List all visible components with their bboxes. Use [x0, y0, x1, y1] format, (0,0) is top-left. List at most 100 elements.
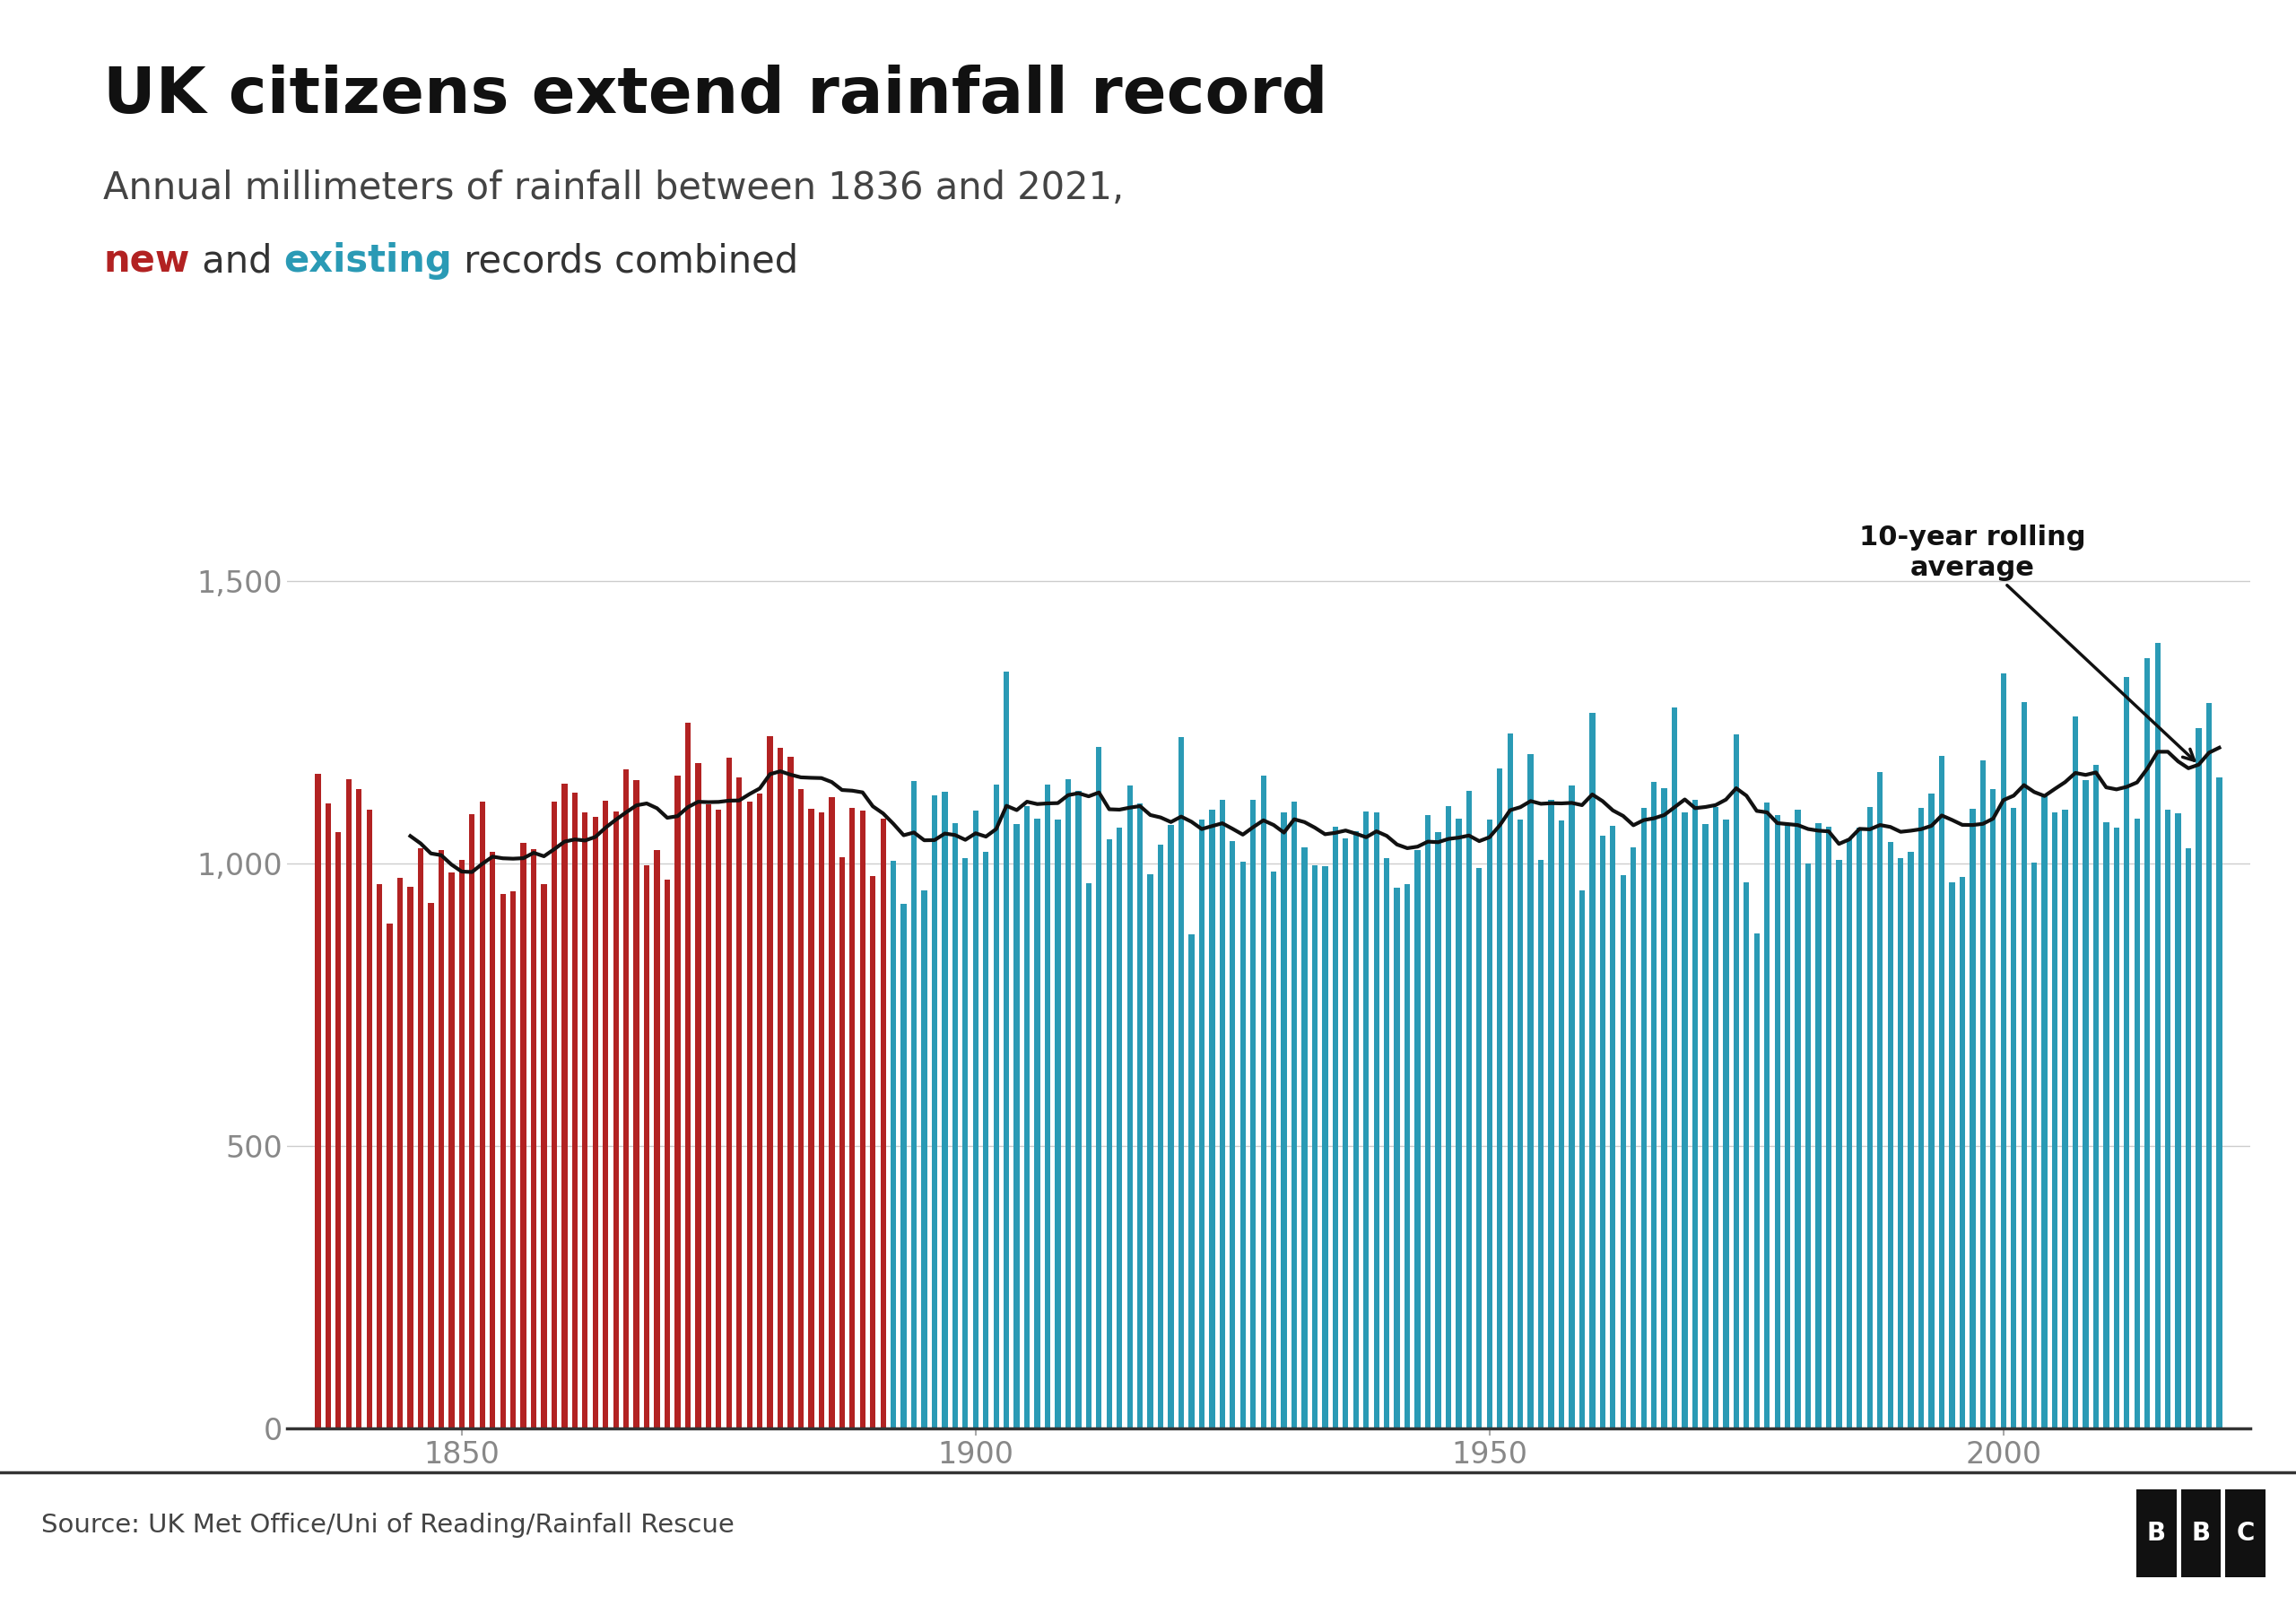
Bar [1065, 780, 1070, 1428]
Bar [1107, 839, 1111, 1428]
Bar [406, 888, 413, 1428]
Bar [2174, 813, 2181, 1428]
Bar [788, 757, 794, 1428]
Bar [1704, 825, 1708, 1428]
Bar [1548, 799, 1554, 1428]
Bar [1364, 812, 1368, 1428]
Bar [2094, 765, 2099, 1428]
Bar [2138, 1490, 2177, 1577]
Bar [1600, 836, 1605, 1428]
Bar [799, 789, 804, 1428]
Text: B: B [2190, 1520, 2211, 1546]
Bar [1805, 863, 1812, 1428]
Bar [2082, 780, 2089, 1428]
Bar [654, 851, 659, 1428]
Bar [1867, 807, 1874, 1428]
Bar [716, 809, 721, 1428]
Bar [572, 792, 579, 1428]
Text: C: C [2236, 1520, 2255, 1546]
Bar [1919, 809, 1924, 1428]
Bar [1846, 838, 1853, 1428]
Bar [315, 775, 321, 1428]
Bar [1887, 843, 1894, 1428]
Text: UK citizens extend rainfall record: UK citizens extend rainfall record [103, 65, 1327, 126]
Bar [1035, 818, 1040, 1428]
Bar [1178, 738, 1185, 1428]
Bar [2053, 812, 2057, 1428]
Bar [2073, 717, 2078, 1428]
Bar [1662, 788, 1667, 1428]
Bar [1733, 734, 1738, 1428]
Bar [2181, 1490, 2220, 1577]
Bar [953, 823, 957, 1428]
Bar [1281, 813, 1286, 1428]
Bar [879, 818, 886, 1428]
Bar [501, 894, 505, 1428]
Bar [1015, 825, 1019, 1428]
Bar [604, 801, 608, 1428]
Bar [746, 802, 753, 1428]
Bar [1825, 826, 1832, 1428]
Bar [696, 763, 700, 1428]
Bar [2041, 796, 2048, 1428]
Bar [1958, 876, 1965, 1428]
Text: 10-year rolling
average: 10-year rolling average [1860, 525, 2195, 760]
Bar [367, 810, 372, 1428]
Bar [891, 860, 895, 1428]
Bar [583, 813, 588, 1428]
Bar [684, 723, 691, 1428]
Bar [1095, 747, 1102, 1428]
Bar [1394, 888, 1401, 1428]
Bar [521, 843, 526, 1428]
Bar [675, 776, 680, 1428]
Bar [1075, 791, 1081, 1428]
Bar [1045, 784, 1049, 1428]
Bar [2165, 809, 2170, 1428]
Bar [767, 736, 774, 1428]
Bar [921, 889, 928, 1428]
Bar [1056, 820, 1061, 1428]
Bar [356, 789, 363, 1428]
Bar [439, 851, 443, 1428]
Bar [448, 873, 455, 1428]
Bar [1671, 707, 1678, 1428]
Bar [2154, 642, 2161, 1428]
Bar [2062, 809, 2069, 1428]
Bar [1189, 935, 1194, 1428]
Bar [510, 891, 517, 1428]
Bar [1148, 875, 1153, 1428]
Bar [1426, 815, 1430, 1428]
Bar [1929, 794, 1933, 1428]
Bar [1003, 671, 1010, 1428]
Bar [1086, 883, 1091, 1428]
Bar [778, 747, 783, 1428]
Bar [1949, 883, 1954, 1428]
Text: Annual millimeters of rainfall between 1836 and 2021,: Annual millimeters of rainfall between 1… [103, 169, 1125, 207]
Bar [1979, 760, 1986, 1428]
Bar [1506, 734, 1513, 1428]
Bar [634, 780, 638, 1428]
Bar [1589, 713, 1596, 1428]
Bar [859, 810, 866, 1428]
Bar [643, 865, 650, 1428]
Bar [1816, 823, 1821, 1428]
Bar [1476, 868, 1481, 1428]
Bar [489, 852, 496, 1428]
Bar [480, 802, 484, 1428]
Bar [1024, 805, 1031, 1428]
Bar [1630, 847, 1637, 1428]
Bar [2195, 728, 2202, 1428]
Bar [1343, 839, 1348, 1428]
Bar [758, 794, 762, 1428]
Bar [1446, 805, 1451, 1428]
Bar [397, 878, 402, 1428]
Bar [2186, 849, 2190, 1428]
Bar [1763, 802, 1770, 1428]
Text: B: B [2147, 1520, 2165, 1546]
Bar [829, 797, 833, 1428]
Text: Source: UK Met Office/Uni of Reading/Rainfall Rescue: Source: UK Met Office/Uni of Reading/Rai… [41, 1512, 735, 1538]
Bar [1621, 875, 1626, 1428]
Bar [1467, 791, 1472, 1428]
Bar [2225, 1490, 2266, 1577]
Bar [1290, 802, 1297, 1428]
